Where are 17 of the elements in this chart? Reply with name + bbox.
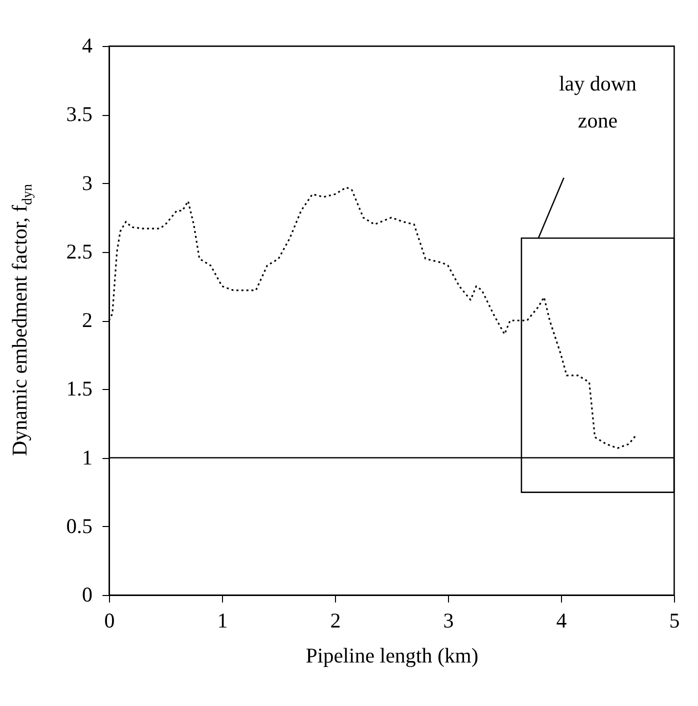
x-tick-label: 1	[217, 608, 228, 632]
x-tick-label: 2	[330, 608, 341, 632]
y-tick-label: 3	[82, 170, 92, 195]
y-tick-label: 0	[82, 582, 92, 606]
y-tick-label: 0.5	[66, 514, 92, 538]
y-tick-label: 1	[82, 445, 92, 470]
y-tick-label: 1.5	[66, 376, 92, 401]
y-tick-label: 2	[82, 308, 92, 332]
y-tick-label: 4	[82, 34, 93, 58]
x-tick-label: 4	[556, 608, 568, 632]
x-tick-label: 3	[443, 608, 454, 632]
y-tick-label: 2.5	[66, 239, 92, 264]
annotation: lay down zone	[558, 71, 638, 132]
x-tick-label: 0	[104, 608, 115, 632]
x-axis-title: Pipeline length (km)	[306, 644, 478, 668]
y-tick-label: 3.5	[66, 102, 92, 126]
x-tick-label: 5	[669, 608, 680, 632]
